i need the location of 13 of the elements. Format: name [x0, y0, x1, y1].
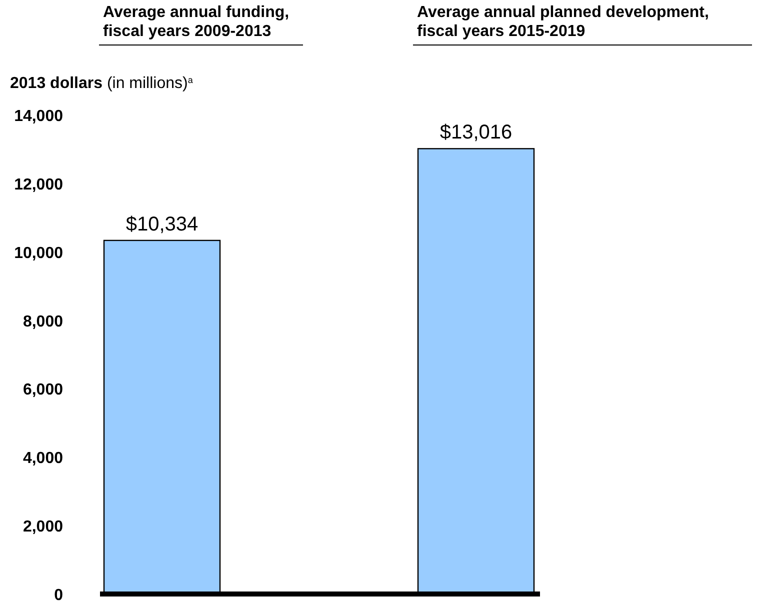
y-tick-label: 10,000 [14, 244, 64, 262]
y-tick-label: 4,000 [22, 450, 64, 468]
x-tick-label: Average annual planned development, fiscal years 2015-2019 [417, 4, 709, 40]
y-tick-label: 14,000 [14, 108, 64, 125]
x-tick-label: Average annual funding, fiscal years 2009-2013 [103, 4, 290, 40]
y-tick-label: 8,000 [22, 313, 64, 330]
y-tick-label: 2,000 [22, 518, 64, 536]
y-tick-label: 12,000 [14, 176, 64, 194]
data-label: $13,016 [440, 122, 512, 144]
data-label: $10,334 [126, 213, 198, 236]
y-tick-label: 6,000 [22, 382, 64, 399]
y-axis-title: 2013 dollars (in millions)$^{a}$ [10, 75, 193, 92]
y-tick-label: 0 [54, 587, 64, 603]
